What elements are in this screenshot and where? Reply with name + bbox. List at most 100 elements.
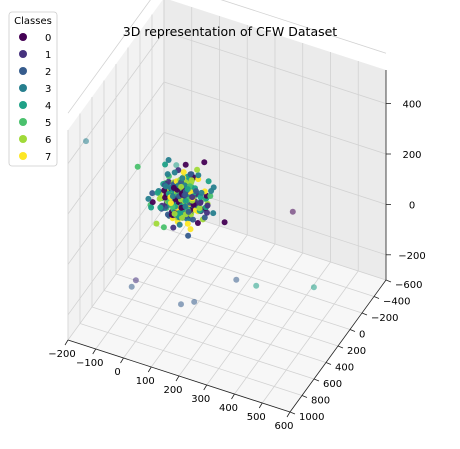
legend-label-3: 3 (45, 84, 51, 95)
gridline-y (103, 80, 327, 363)
legend-marker-1 (19, 50, 27, 58)
legend-title: Classes (14, 16, 52, 27)
x-tick-mark (92, 348, 97, 355)
y-tick-label: 200 (347, 346, 366, 357)
z-tick-label: 400 (402, 100, 421, 111)
scatter-point-class-6 (194, 166, 201, 173)
scatter-point-class-7 (167, 200, 174, 206)
data-points (83, 138, 317, 308)
gridline-y (151, 14, 375, 297)
legend-marker-3 (19, 84, 27, 92)
scatter-point-class-3 (171, 169, 178, 176)
gridline-y (139, 31, 363, 314)
x-tick-label: 0 (114, 367, 120, 378)
legend-box (8, 11, 58, 167)
gridline-y (127, 47, 351, 330)
scatter-point-class-0 (162, 194, 169, 201)
scatter-point-class-0 (149, 199, 156, 206)
y-tick-mark (289, 411, 296, 415)
scatter-point-class-4 (310, 284, 317, 291)
legend-label-2: 2 (45, 67, 51, 78)
scatter-point-class-4 (184, 186, 191, 193)
legend-marker-6 (19, 135, 27, 143)
scatter-point-class-0 (182, 161, 189, 168)
scatter-point-class-6 (196, 205, 203, 212)
scatter-point-class-0 (221, 219, 228, 226)
scatter-point-class-4 (253, 282, 260, 289)
scatter-point-class-4 (148, 204, 155, 211)
scatter-point-class-3 (176, 221, 183, 228)
gridline-y (115, 64, 339, 347)
y-tick-mark (325, 362, 332, 365)
gridline-z (67, 31, 387, 164)
scatter-point-class-3 (162, 183, 169, 190)
z-tick-label: −200 (398, 251, 425, 262)
scatter-point-class-1 (204, 209, 210, 216)
scatter-point-class-1 (132, 277, 139, 284)
y-tick-mark (349, 329, 356, 332)
scatter-point-class-3 (179, 175, 186, 182)
x-tick-mark (175, 375, 180, 382)
scatter-point-class-7 (187, 226, 194, 233)
y-tick-label: −600 (395, 280, 422, 291)
x-tick-mark (64, 339, 69, 346)
scatter-point-class-3 (165, 157, 172, 163)
y-tick-mark (313, 378, 320, 382)
legend-marker-2 (19, 67, 27, 75)
gridline-y (91, 97, 315, 380)
y-tick-mark (361, 312, 368, 316)
x-tick-label: −100 (76, 358, 103, 369)
scatter-point-class-4 (182, 197, 189, 204)
y-tick-label: 1000 (299, 412, 324, 423)
scatter-point-class-3 (198, 189, 205, 196)
scatter-point-class-2 (128, 283, 135, 290)
x-tick-label: 600 (274, 421, 293, 432)
y-tick-label: 400 (335, 363, 354, 374)
gridline-y (79, 113, 303, 396)
y-tick-mark (337, 345, 344, 349)
legend-label-4: 4 (45, 101, 51, 112)
gridline-z (67, 81, 387, 215)
scatter-point-class-3 (145, 195, 152, 202)
scatter-point-class-0 (201, 159, 208, 166)
y-tick-label: 0 (359, 330, 365, 341)
x-tick-label: −200 (48, 349, 75, 360)
x-tick-label: 100 (136, 376, 155, 387)
scatter-point-class-2 (178, 301, 184, 308)
scatter-point-class-1 (204, 202, 211, 209)
scatter-point-class-7 (180, 169, 187, 176)
x-tick-label: 200 (163, 385, 182, 396)
scatter-point-class-4 (157, 204, 164, 211)
chart-title: 3D representation of CFW Dataset (123, 24, 338, 39)
scatter-point-class-2 (193, 188, 199, 195)
y-tick-mark (301, 395, 308, 398)
scatter-point-class-4 (173, 162, 180, 169)
legend-marker-5 (19, 118, 27, 126)
legend-label-1: 1 (45, 50, 51, 61)
scatter-point-class-3 (210, 184, 217, 191)
scatter-point-class-5 (134, 163, 141, 170)
scatter-point-class-2 (233, 276, 240, 283)
scatter-point-class-1 (197, 200, 204, 206)
gridline-z (67, 131, 387, 265)
scatter-point-class-2 (191, 298, 198, 305)
scatter-point-class-0 (170, 184, 177, 191)
scatter-point-class-4 (176, 210, 183, 217)
gridline-z (67, 0, 387, 114)
scatter-point-class-5 (207, 193, 214, 199)
x-tick-mark (258, 402, 263, 409)
legend-marker-4 (19, 101, 27, 109)
y-tick-label: 800 (311, 396, 330, 407)
y-tick-mark (373, 296, 380, 299)
x-tick-mark (120, 357, 124, 364)
x-tick-mark (231, 393, 235, 400)
scatter-point-class-2 (201, 214, 208, 221)
scatter-point-class-3 (169, 193, 176, 200)
scatter-point-class-4 (205, 178, 212, 185)
scatter-point-class-7 (184, 220, 191, 227)
scatter-point-class-2 (185, 232, 192, 239)
scatter-point-class-3 (164, 171, 171, 178)
x-tick-label: 300 (191, 394, 210, 405)
legend-marker-0 (19, 33, 27, 41)
scatter-point-class-4 (154, 189, 161, 196)
